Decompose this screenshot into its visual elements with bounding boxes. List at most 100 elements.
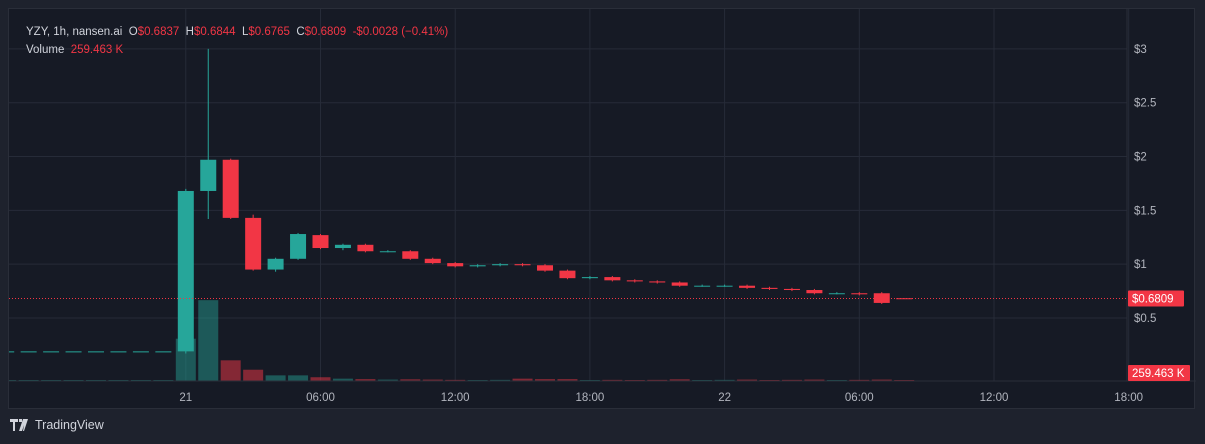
volume-bar (310, 377, 331, 381)
tradingview-attribution[interactable]: TradingView (10, 418, 104, 432)
last-price-label: $0.6809 (1132, 294, 1174, 306)
price-axis[interactable]: $0.5 $1 $1.5 $2 $2.5 $3 (1134, 44, 1156, 325)
price-chart[interactable]: $0.5$1$1.5$2$2.5$3 202106:0012:0018:0022… (9, 9, 1196, 410)
volume-bar (355, 379, 376, 381)
legend-high-key: H (185, 26, 194, 38)
grid (9, 9, 1130, 381)
candle-body (110, 351, 127, 353)
candle-body (424, 258, 441, 264)
volume-bar (198, 300, 219, 381)
legend-symbol[interactable]: YZY, 1h, nansen.ai (26, 26, 123, 38)
candle-body (290, 234, 307, 259)
x-tick-label: 12:00 (980, 392, 1009, 404)
volume-bar (288, 375, 309, 381)
last-price-label-bg (1128, 290, 1184, 307)
candle-body (267, 258, 284, 270)
volume-bar (804, 379, 825, 381)
candle-body (851, 293, 868, 295)
volume-legend-value: 259.463 K (70, 44, 124, 56)
candle-body (716, 285, 733, 287)
candle-body (492, 264, 509, 266)
legend-open-value: $0.6837 (137, 26, 180, 38)
candle-body (694, 285, 711, 287)
volume-bars (9, 300, 915, 381)
y-tick-label: $0.5 (1134, 313, 1156, 325)
y-tick-label: $2.5 (1134, 98, 1156, 110)
candle-body (155, 351, 172, 353)
chart-panel[interactable]: $0.5$1$1.5$2$2.5$3 202106:0012:0018:0022… (8, 8, 1196, 410)
legend-low-key: L (241, 26, 249, 38)
legend-open-key: O (128, 26, 138, 38)
candle-body (65, 351, 82, 353)
volume-bar (871, 379, 892, 381)
candle-body (245, 217, 262, 270)
candle-body (357, 244, 374, 252)
volume-bar (849, 379, 870, 381)
volume-legend: Volume 259.463 K (26, 44, 123, 56)
y-tick-label: $1 (1134, 259, 1147, 271)
volume-bar (535, 379, 555, 381)
volume-legend-label[interactable]: Volume (26, 44, 65, 56)
candle-body (873, 293, 890, 303)
volume-bar (512, 378, 533, 381)
candle-body (761, 287, 778, 289)
candle-body (447, 263, 464, 267)
x-tick-label: 21 (179, 392, 192, 404)
volume-bar (243, 369, 264, 381)
volume-bar (602, 379, 623, 381)
candle-body (537, 265, 553, 271)
y-tick-label: $1.5 (1134, 205, 1156, 217)
tradingview-logo-icon (10, 419, 28, 431)
volume-bar (490, 379, 511, 381)
ohlc-legend: YZY, 1h, nansen.ai O$0.6837 H$0.6844 L$0… (26, 26, 448, 38)
candle-body (559, 270, 576, 279)
y-tick-label: $2 (1134, 152, 1147, 164)
volume-bar (265, 375, 286, 381)
x-tick-label: 18:00 (1114, 392, 1143, 404)
legend-close-value: $0.6809 (304, 26, 347, 38)
candle-body (626, 280, 643, 282)
y-tick-label: $3 (1134, 44, 1147, 56)
candle-body (604, 277, 621, 281)
legend-close-key: C (296, 26, 305, 38)
candle-body (20, 351, 37, 353)
legend-low-value: $0.6765 (248, 26, 290, 38)
candle-body (177, 190, 194, 352)
x-tick-label: 12:00 (441, 392, 470, 404)
candle-body (896, 298, 913, 300)
volume-bar (669, 379, 690, 381)
candle-body (671, 282, 688, 286)
candle-body (783, 288, 800, 291)
candle-body (132, 351, 149, 353)
candle-body (379, 251, 396, 253)
legend-high-value: $0.6844 (193, 26, 236, 38)
volume-bar (445, 379, 466, 381)
x-tick-label: 06:00 (845, 392, 874, 404)
volume-bar (400, 379, 421, 381)
candle-body (43, 351, 60, 353)
candle-body (828, 293, 845, 295)
candle-body (581, 277, 598, 279)
volume-bar (220, 360, 241, 381)
last-value-labels: $0.6809 259.463 K (1128, 290, 1190, 381)
candle-body (806, 290, 823, 294)
x-tick-label: 18:00 (576, 392, 605, 404)
volume-bar (422, 379, 443, 381)
candle-body (402, 251, 419, 259)
candle-body (739, 285, 756, 288)
x-tick-label: 06:00 (306, 392, 335, 404)
footer-brand-text: TradingView (35, 418, 104, 432)
volume-bar (737, 379, 758, 381)
candle-body (514, 264, 531, 266)
candle-body (334, 244, 351, 249)
last-volume-label-bg (1128, 365, 1190, 381)
candles (9, 48, 913, 354)
volume-bar (714, 379, 735, 381)
candle-body (222, 159, 239, 218)
volume-bar (332, 378, 353, 381)
candle-body (469, 265, 486, 267)
candle-body (200, 159, 217, 191)
last-volume-label: 259.463 K (1132, 368, 1185, 380)
volume-bar (557, 379, 578, 381)
